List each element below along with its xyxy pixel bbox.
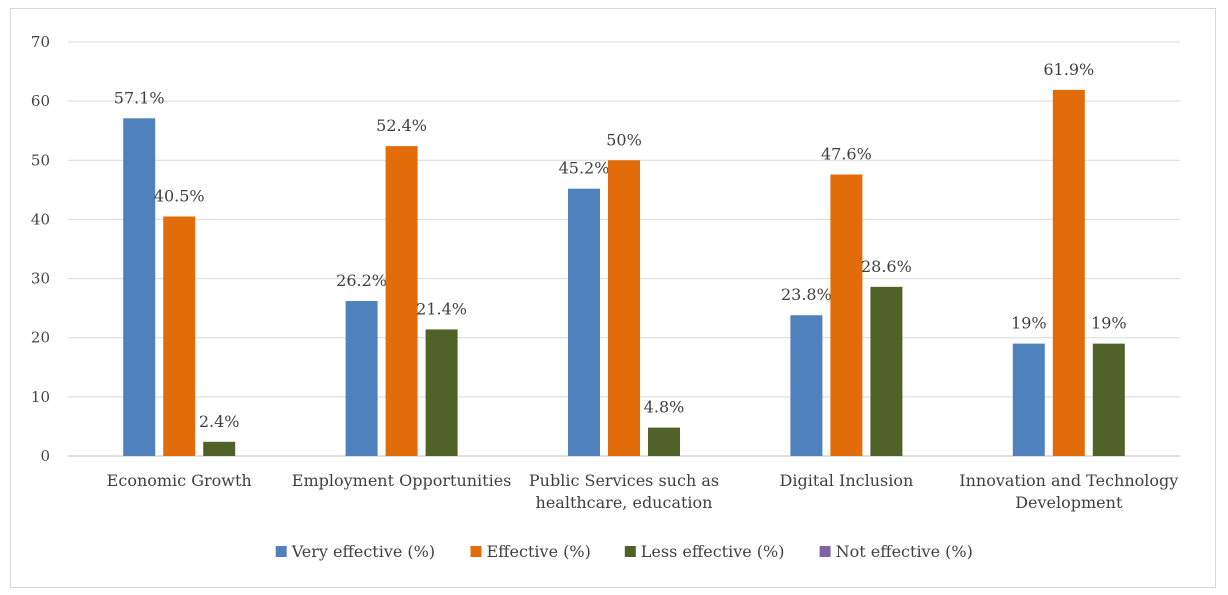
bar — [790, 315, 823, 456]
bar — [608, 160, 640, 457]
legend-label: Not effective (%) — [836, 542, 973, 561]
bar — [1092, 343, 1125, 456]
bar — [163, 216, 196, 456]
bar — [203, 441, 236, 456]
data-label: 61.9% — [1043, 60, 1094, 79]
bar — [1012, 343, 1045, 456]
bar — [425, 329, 458, 456]
legend-swatch — [470, 546, 482, 557]
bar — [1052, 89, 1085, 457]
y-tick-label: 40 — [31, 210, 50, 228]
category-label: Digital Inclusion — [780, 471, 914, 490]
data-label: 50% — [606, 130, 642, 149]
legend-swatch — [819, 546, 831, 557]
bar — [648, 427, 680, 456]
data-label: 26.2% — [336, 271, 387, 290]
data-label: 2.4% — [199, 412, 240, 431]
y-tick-label: 50 — [31, 151, 50, 169]
legend-swatch — [624, 546, 636, 557]
legend-label: Effective (%) — [487, 542, 591, 561]
category-label: Economic Growth — [107, 471, 252, 490]
data-label: 19% — [1091, 314, 1127, 333]
y-tick-label: 0 — [40, 447, 50, 465]
data-label: 45.2% — [559, 159, 610, 178]
data-label: 47.6% — [821, 144, 872, 163]
bar — [568, 188, 600, 456]
data-label: 52.4% — [376, 116, 427, 135]
data-label: 4.8% — [644, 398, 685, 417]
category-label: Innovation and Technology — [959, 471, 1178, 490]
legend-label: Less effective (%) — [641, 542, 785, 561]
legend-swatch — [275, 546, 287, 557]
data-label: 40.5% — [154, 186, 205, 205]
category-label: Employment Opportunities — [292, 471, 512, 490]
data-label: 28.6% — [861, 257, 912, 276]
bar — [385, 146, 418, 456]
y-tick-label: 10 — [31, 388, 50, 406]
category-label: Public Services such as — [529, 471, 719, 490]
category-label: healthcare, education — [536, 493, 713, 512]
data-label: 19% — [1011, 314, 1047, 333]
data-label: 21.4% — [416, 299, 467, 318]
y-tick-label: 30 — [31, 270, 50, 288]
bar — [345, 301, 378, 456]
y-tick-label: 70 — [31, 33, 50, 51]
y-tick-label: 20 — [31, 329, 50, 347]
bar — [830, 174, 863, 457]
data-label: 57.1% — [114, 88, 165, 107]
y-tick-label: 60 — [31, 92, 50, 110]
legend-label: Very effective (%) — [291, 542, 435, 561]
bar — [870, 286, 903, 456]
category-label: Development — [1015, 493, 1123, 512]
data-label: 23.8% — [781, 285, 832, 304]
bar — [123, 118, 156, 457]
